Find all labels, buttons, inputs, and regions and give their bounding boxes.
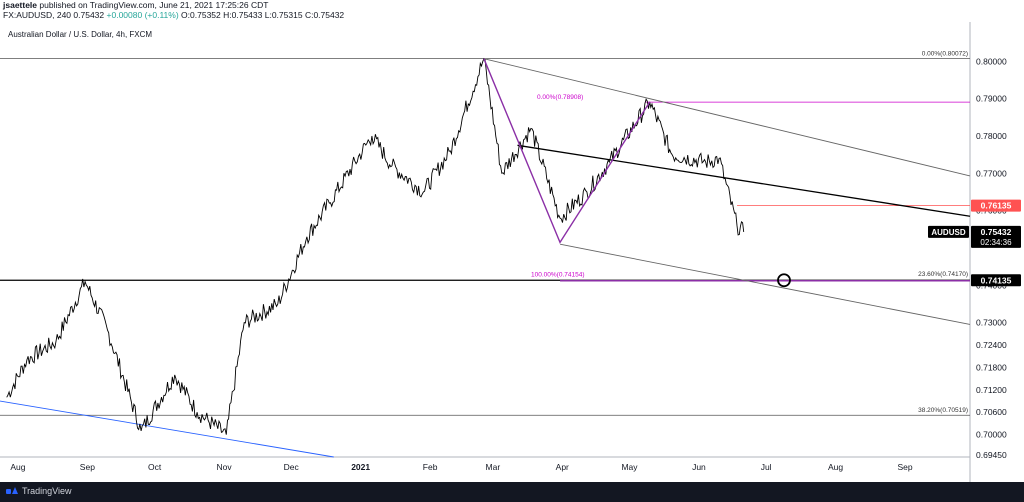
x-tick-label-0: Aug — [10, 462, 25, 472]
symbol-badge-bg — [928, 225, 969, 238]
price-change: +0.00080 (+0.11%) — [106, 10, 179, 20]
open-value: O:0.75352 — [181, 10, 221, 20]
x-tick-label-12: Aug — [828, 462, 843, 472]
x-tick-label-6: Feb — [423, 462, 438, 472]
channel-middle-line — [517, 144, 971, 217]
y-tick-label-3: 0.77000 — [976, 168, 1007, 178]
price-badge-bg-2 — [971, 274, 1021, 287]
fib-label-3: 23.60%(0.74170) — [918, 271, 968, 278]
fib-label-4: 38.20%(0.70519) — [918, 407, 968, 414]
chart-title: Australian Dollar / U.S. Dollar, 4h, FXC… — [8, 30, 153, 39]
x-tick-label-10: Jun — [692, 462, 706, 472]
fib-label-1: 0.00%(0.78908) — [537, 94, 583, 101]
x-tick-label-8: Apr — [556, 462, 569, 472]
y-tick-label-9: 0.71200 — [976, 385, 1007, 395]
author-name[interactable]: jsaettele — [3, 0, 38, 10]
symbol-badge-label: AUDUSD — [931, 228, 965, 237]
chart-area[interactable]: 0.00%(0.80072) 0.00%(0.78908) 100.00%(0.74… — [0, 22, 1024, 482]
x-tick-label-11: Jul — [761, 462, 772, 472]
tradingview-logo[interactable]: TradingView — [6, 486, 72, 496]
x-tick-label-3: Nov — [216, 462, 232, 472]
price-badge-label-0: 0.76135 — [981, 201, 1012, 211]
fib-label-0: 0.00%(0.80072) — [922, 51, 968, 58]
ohlc-line: FX:AUDUSD, 240 0.75432 +0.00080 (+0.11%)… — [3, 10, 344, 21]
pattern-legs — [483, 58, 651, 244]
y-tick-label-11: 0.70000 — [976, 430, 1007, 440]
x-tick-label-7: Mar — [486, 462, 501, 472]
footer-bar: TradingView — [0, 482, 1024, 502]
y-tick-label-2: 0.78000 — [976, 131, 1007, 141]
price-chart[interactable]: 0.00%(0.80072) 0.00%(0.78908) 100.00%(0.74… — [0, 22, 1024, 482]
target-circle — [777, 273, 791, 288]
publish-info: published on TradingView.com, June 21, 2… — [37, 0, 269, 10]
x-tick-label-4: Dec — [284, 462, 300, 472]
x-tick-label-13: Sep — [897, 462, 912, 472]
channel-upper-line — [483, 58, 971, 177]
brand-name: TradingView — [22, 486, 72, 496]
y-tick-label-0: 0.80000 — [976, 56, 1007, 66]
tradingview-icon — [6, 486, 18, 496]
x-tick-label-1: Sep — [80, 462, 95, 472]
price-badge-label-1: 0.75432 — [981, 227, 1012, 237]
x-tick-label-5: 2021 — [351, 462, 370, 472]
price-badge-bg-0 — [971, 199, 1021, 212]
publish-header: jsaettele published on TradingView.com, … — [0, 0, 1024, 22]
last-price: 0.75432 — [73, 10, 105, 20]
countdown-label: 02:34:36 — [980, 238, 1012, 247]
fib-label-2: 100.00%(0.74154) — [531, 272, 585, 279]
publish-line: jsaettele published on TradingView.com, … — [3, 0, 268, 11]
y-tick-label-6: 0.73000 — [976, 318, 1007, 328]
y-tick-label-1: 0.79000 — [976, 94, 1007, 104]
chart-background — [0, 22, 1024, 482]
y-tick-label-10: 0.70600 — [976, 407, 1007, 417]
trendline-blue — [0, 400, 334, 458]
x-tick-label-2: Oct — [148, 462, 162, 472]
channel-lower-line — [559, 243, 971, 325]
close-value: C:0.75432 — [304, 10, 345, 20]
y-tick-label-7: 0.72400 — [976, 340, 1007, 350]
symbol-label: FX:AUDUSD, 240 — [3, 10, 72, 20]
price-badge-label-2: 0.74135 — [981, 275, 1012, 285]
y-tick-label-12: 0.69450 — [976, 450, 1007, 460]
low-value: L:0.75315 — [264, 10, 303, 20]
y-tick-label-8: 0.71800 — [976, 362, 1007, 372]
price-badge-bg-1 — [971, 225, 1021, 248]
x-tick-label-9: May — [621, 462, 638, 472]
high-value: H:0.75433 — [223, 10, 263, 20]
price-line — [6, 57, 745, 435]
